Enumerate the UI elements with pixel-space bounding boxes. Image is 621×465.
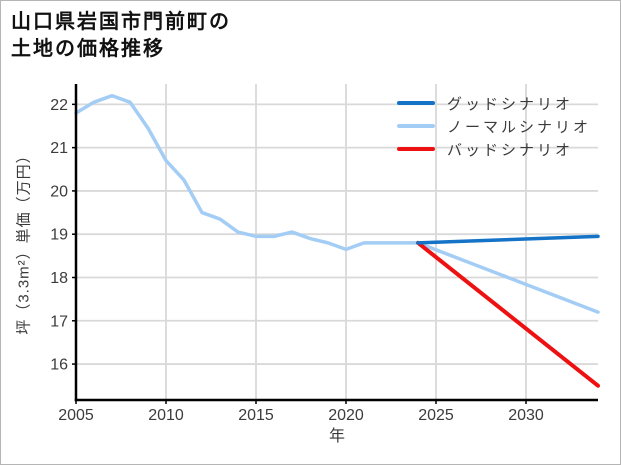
y-tick-label: 22	[50, 97, 68, 114]
legend-label: バッドシナリオ	[447, 141, 574, 159]
chart-title-line1: 山口県岩国市門前町の	[11, 11, 231, 33]
x-tick-label: 2030	[508, 407, 544, 424]
y-tick-label: 21	[50, 140, 68, 157]
good-scenario-line-swatch	[397, 101, 435, 105]
y-tick-label: 16	[50, 357, 68, 374]
normal-scenario-line-swatch	[397, 124, 435, 128]
x-tick-label: 2020	[328, 407, 364, 424]
legend-item-good-scenario[interactable]: グッドシナリオ	[397, 95, 591, 113]
x-tick-label: 2015	[238, 407, 274, 424]
x-tick-label: 2025	[418, 407, 454, 424]
bad-scenario-line-swatch	[397, 147, 435, 151]
chart-title-line2: 土地の価格推移	[11, 38, 165, 60]
series-line-normal[interactable]	[74, 93, 600, 314]
series-line-good[interactable]	[416, 234, 600, 245]
legend-item-bad-scenario[interactable]: バッドシナリオ	[397, 141, 591, 159]
y-axis-title: 坪（3.3m²）単価（万円）	[15, 147, 33, 335]
legend-label: ノーマルシナリオ	[447, 118, 592, 136]
y-tick-label: 17	[50, 313, 68, 330]
y-tick-label: 19	[50, 227, 68, 244]
series-line-bad[interactable]	[416, 240, 600, 388]
y-tick-label: 20	[50, 183, 68, 200]
chart-title: 山口県岩国市門前町の 土地の価格推移	[11, 9, 231, 63]
legend: グッドシナリオ ノーマルシナリオ バッドシナリオ	[397, 95, 592, 159]
x-axis-title: 年	[328, 428, 346, 445]
x-tick-label: 2005	[58, 407, 94, 424]
y-tick-label: 18	[50, 270, 68, 287]
legend-label: グッドシナリオ	[447, 95, 574, 113]
legend-item-normal-scenario[interactable]: ノーマルシナリオ	[397, 118, 592, 136]
x-tick-label: 2010	[148, 407, 184, 424]
